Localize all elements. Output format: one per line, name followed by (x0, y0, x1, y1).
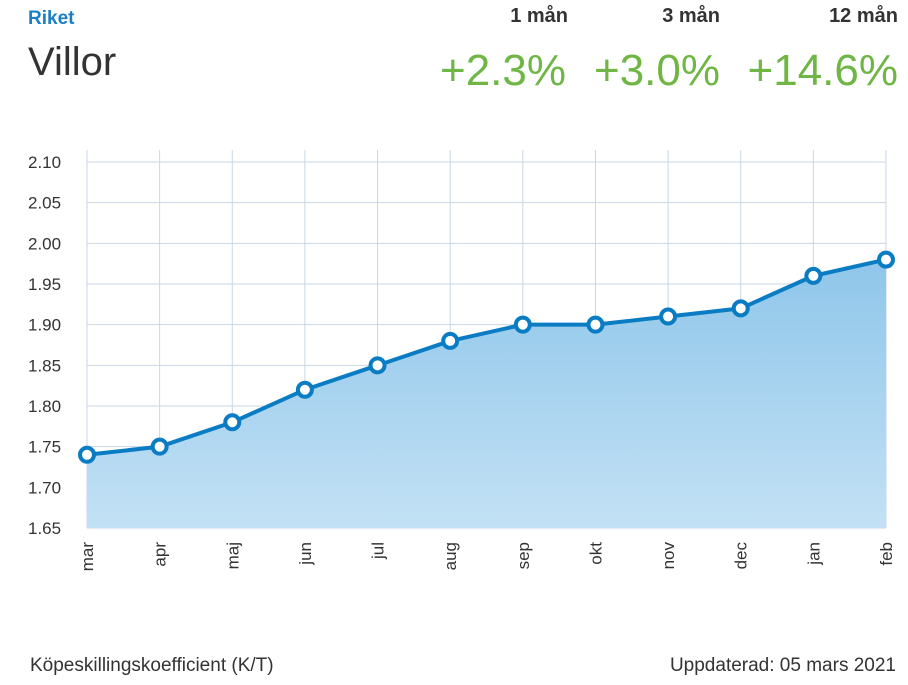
y-tick-label: 2.05 (28, 194, 61, 213)
x-tick-label-jan: jan (804, 542, 823, 566)
y-tick-label: 1.75 (28, 438, 61, 457)
data-point-feb (877, 250, 895, 269)
y-tick-label: 1.80 (28, 397, 61, 416)
x-tick-label-mar: mar (78, 542, 97, 572)
x-axis-ticks: mar apr maj jun jul aug sep okt nov dec jan feb (78, 542, 896, 572)
data-point-nov (659, 307, 678, 326)
y-tick-label: 1.70 (28, 478, 61, 497)
period-label-1m: 1 mån (510, 5, 568, 27)
x-tick-label-jun: jun (296, 542, 315, 566)
y-tick-label: 1.90 (28, 316, 61, 335)
x-tick-label-dec: dec (732, 542, 751, 570)
data-point-mar (78, 445, 96, 464)
y-axis-ticks: 2.10 2.05 2.00 1.95 1.90 1.85 1.80 1.75 1.70 1.65 (28, 153, 61, 538)
x-tick-label-okt: okt (586, 542, 605, 565)
y-tick-label: 1.85 (28, 356, 61, 375)
data-point-dec (731, 299, 750, 318)
x-tick-label-nov: nov (659, 542, 678, 570)
property-type-title: Villor (28, 40, 117, 84)
data-point-aug (441, 331, 460, 350)
data-point-maj (223, 413, 242, 432)
y-tick-label: 2.00 (28, 234, 61, 253)
data-point-sep (513, 315, 532, 334)
x-tick-label-sep: sep (514, 542, 533, 569)
y-tick-label: 1.65 (28, 519, 61, 538)
region-label: Riket (28, 8, 75, 29)
data-point-apr (150, 437, 169, 456)
x-tick-label-apr: apr (151, 542, 170, 567)
x-tick-label-jul: jul (369, 542, 388, 560)
y-tick-label: 1.95 (28, 275, 61, 294)
x-tick-label-feb: feb (877, 542, 896, 566)
data-point-jan (804, 266, 823, 285)
updated-date: Uppdaterad: 05 mars 2021 (669, 655, 896, 676)
chart-points (78, 250, 895, 464)
period-label-3m: 3 mån (662, 5, 720, 27)
y-tick-label: 2.10 (28, 153, 61, 172)
x-tick-label-maj: maj (223, 542, 242, 569)
data-point-jun (295, 380, 314, 399)
metric-name: Köpeskillingskoefficient (K/T) (30, 655, 274, 676)
chart-area-fill (87, 259, 886, 528)
x-tick-label-aug: aug (441, 542, 460, 570)
change-value-12m: +14.6% (747, 46, 898, 95)
data-point-okt (586, 315, 605, 334)
change-value-3m: +3.0% (594, 46, 720, 95)
data-point-jul (368, 356, 387, 375)
chart-series-line (86, 257, 887, 457)
change-value-1m: +2.3% (440, 46, 566, 95)
period-label-12m: 12 mån (829, 5, 898, 27)
